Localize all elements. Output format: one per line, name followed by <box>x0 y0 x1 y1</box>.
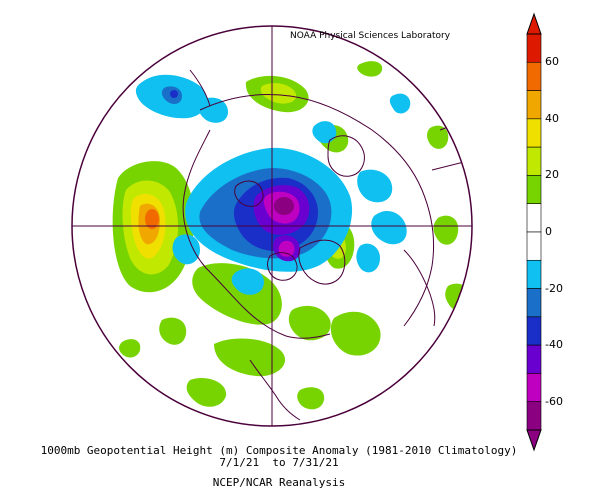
anomaly-region-hudson-negative <box>231 268 264 295</box>
colorbar-swatch <box>526 288 542 318</box>
anomaly-region-asia-negative <box>389 93 411 114</box>
map-boundary <box>71 25 473 427</box>
colorbar-swatch <box>526 316 542 346</box>
caption-date-range: 7/1/21 to 7/31/21 <box>219 456 339 469</box>
colorbar-swatch <box>526 401 542 431</box>
colorbar-tick-label: -60 <box>545 394 563 408</box>
anomaly-region-atlantic2-positive <box>330 311 381 356</box>
anomaly-region-europe-negative <box>356 243 380 273</box>
colorbar-tick-label: 60 <box>545 55 559 69</box>
anomaly-region-atlantic-positive <box>288 305 331 341</box>
anomaly-region-pacific-peak <box>145 209 159 229</box>
caption-title: 1000mb Geopotential Height (m) Composite… <box>40 444 518 457</box>
colorbar-tick-label: 0 <box>545 225 552 238</box>
anomaly-region-atlantic-s-positive <box>297 387 325 410</box>
anomaly-region-arctic-min <box>274 197 294 215</box>
colorbar-swatch <box>526 203 542 233</box>
colorbar-swatch <box>526 373 542 403</box>
colorbar-tick-label: 20 <box>545 168 559 182</box>
anomaly-region-alaska-core <box>170 90 178 98</box>
colorbar-swatch <box>526 33 542 63</box>
colorbar-top-arrow <box>526 12 542 35</box>
coastline-scandinavia <box>327 135 365 177</box>
colorbar-swatch <box>526 90 542 120</box>
colorbar-swatch <box>526 175 542 205</box>
colorbar-bottom-arrow <box>526 429 542 452</box>
anomaly-region-pacific-far-positive <box>186 377 227 407</box>
anomaly-region-india-positive <box>433 215 459 245</box>
anomaly-region-pacific-s-positive <box>159 317 187 345</box>
anomaly-region-beringia-negative <box>198 97 228 123</box>
colorbar-tick-label: 40 <box>545 111 559 125</box>
coastline-hudson-bay <box>267 252 298 281</box>
anomaly-shading <box>112 61 471 410</box>
anomaly-region-scandinavia-negative <box>312 121 337 144</box>
anomaly-region-pacific-sw-positive <box>119 339 141 358</box>
anomaly-region-siberia-inner <box>260 83 297 104</box>
anomaly-region-asia-positive <box>357 61 383 77</box>
coastline-central-america <box>249 359 301 421</box>
colorbar-swatch <box>526 231 542 261</box>
anomaly-region-ural-negative <box>371 211 407 245</box>
anomaly-region-arctic-ne-positive <box>427 125 449 149</box>
anomaly-region-eurasia-negative <box>357 169 393 203</box>
coastline-arctic-islands <box>234 180 264 207</box>
map-graticule <box>72 26 472 426</box>
coastline-india <box>403 249 436 327</box>
colorbar-swatch <box>526 344 542 374</box>
coastline-greenland <box>298 239 346 285</box>
anomaly-region-tropics-positive <box>214 338 286 377</box>
colorbar-swatch <box>526 118 542 148</box>
colorbar-swatch <box>526 259 542 289</box>
coastline-eurasia <box>199 94 435 327</box>
anomaly-region-canada-negative <box>172 234 200 265</box>
coastline-northamerica <box>182 129 331 339</box>
colorbar-swatches <box>526 33 542 431</box>
colorbar-tick-label: -40 <box>545 338 563 352</box>
colorbar-tick-label: -20 <box>545 281 563 295</box>
colorbar-swatch <box>526 61 542 91</box>
credit-text: NOAA Physical Sciences Laboratory <box>290 31 451 41</box>
caption-source: NCEP/NCAR Reanalysis <box>212 476 346 489</box>
colorbar-swatch <box>526 146 542 176</box>
